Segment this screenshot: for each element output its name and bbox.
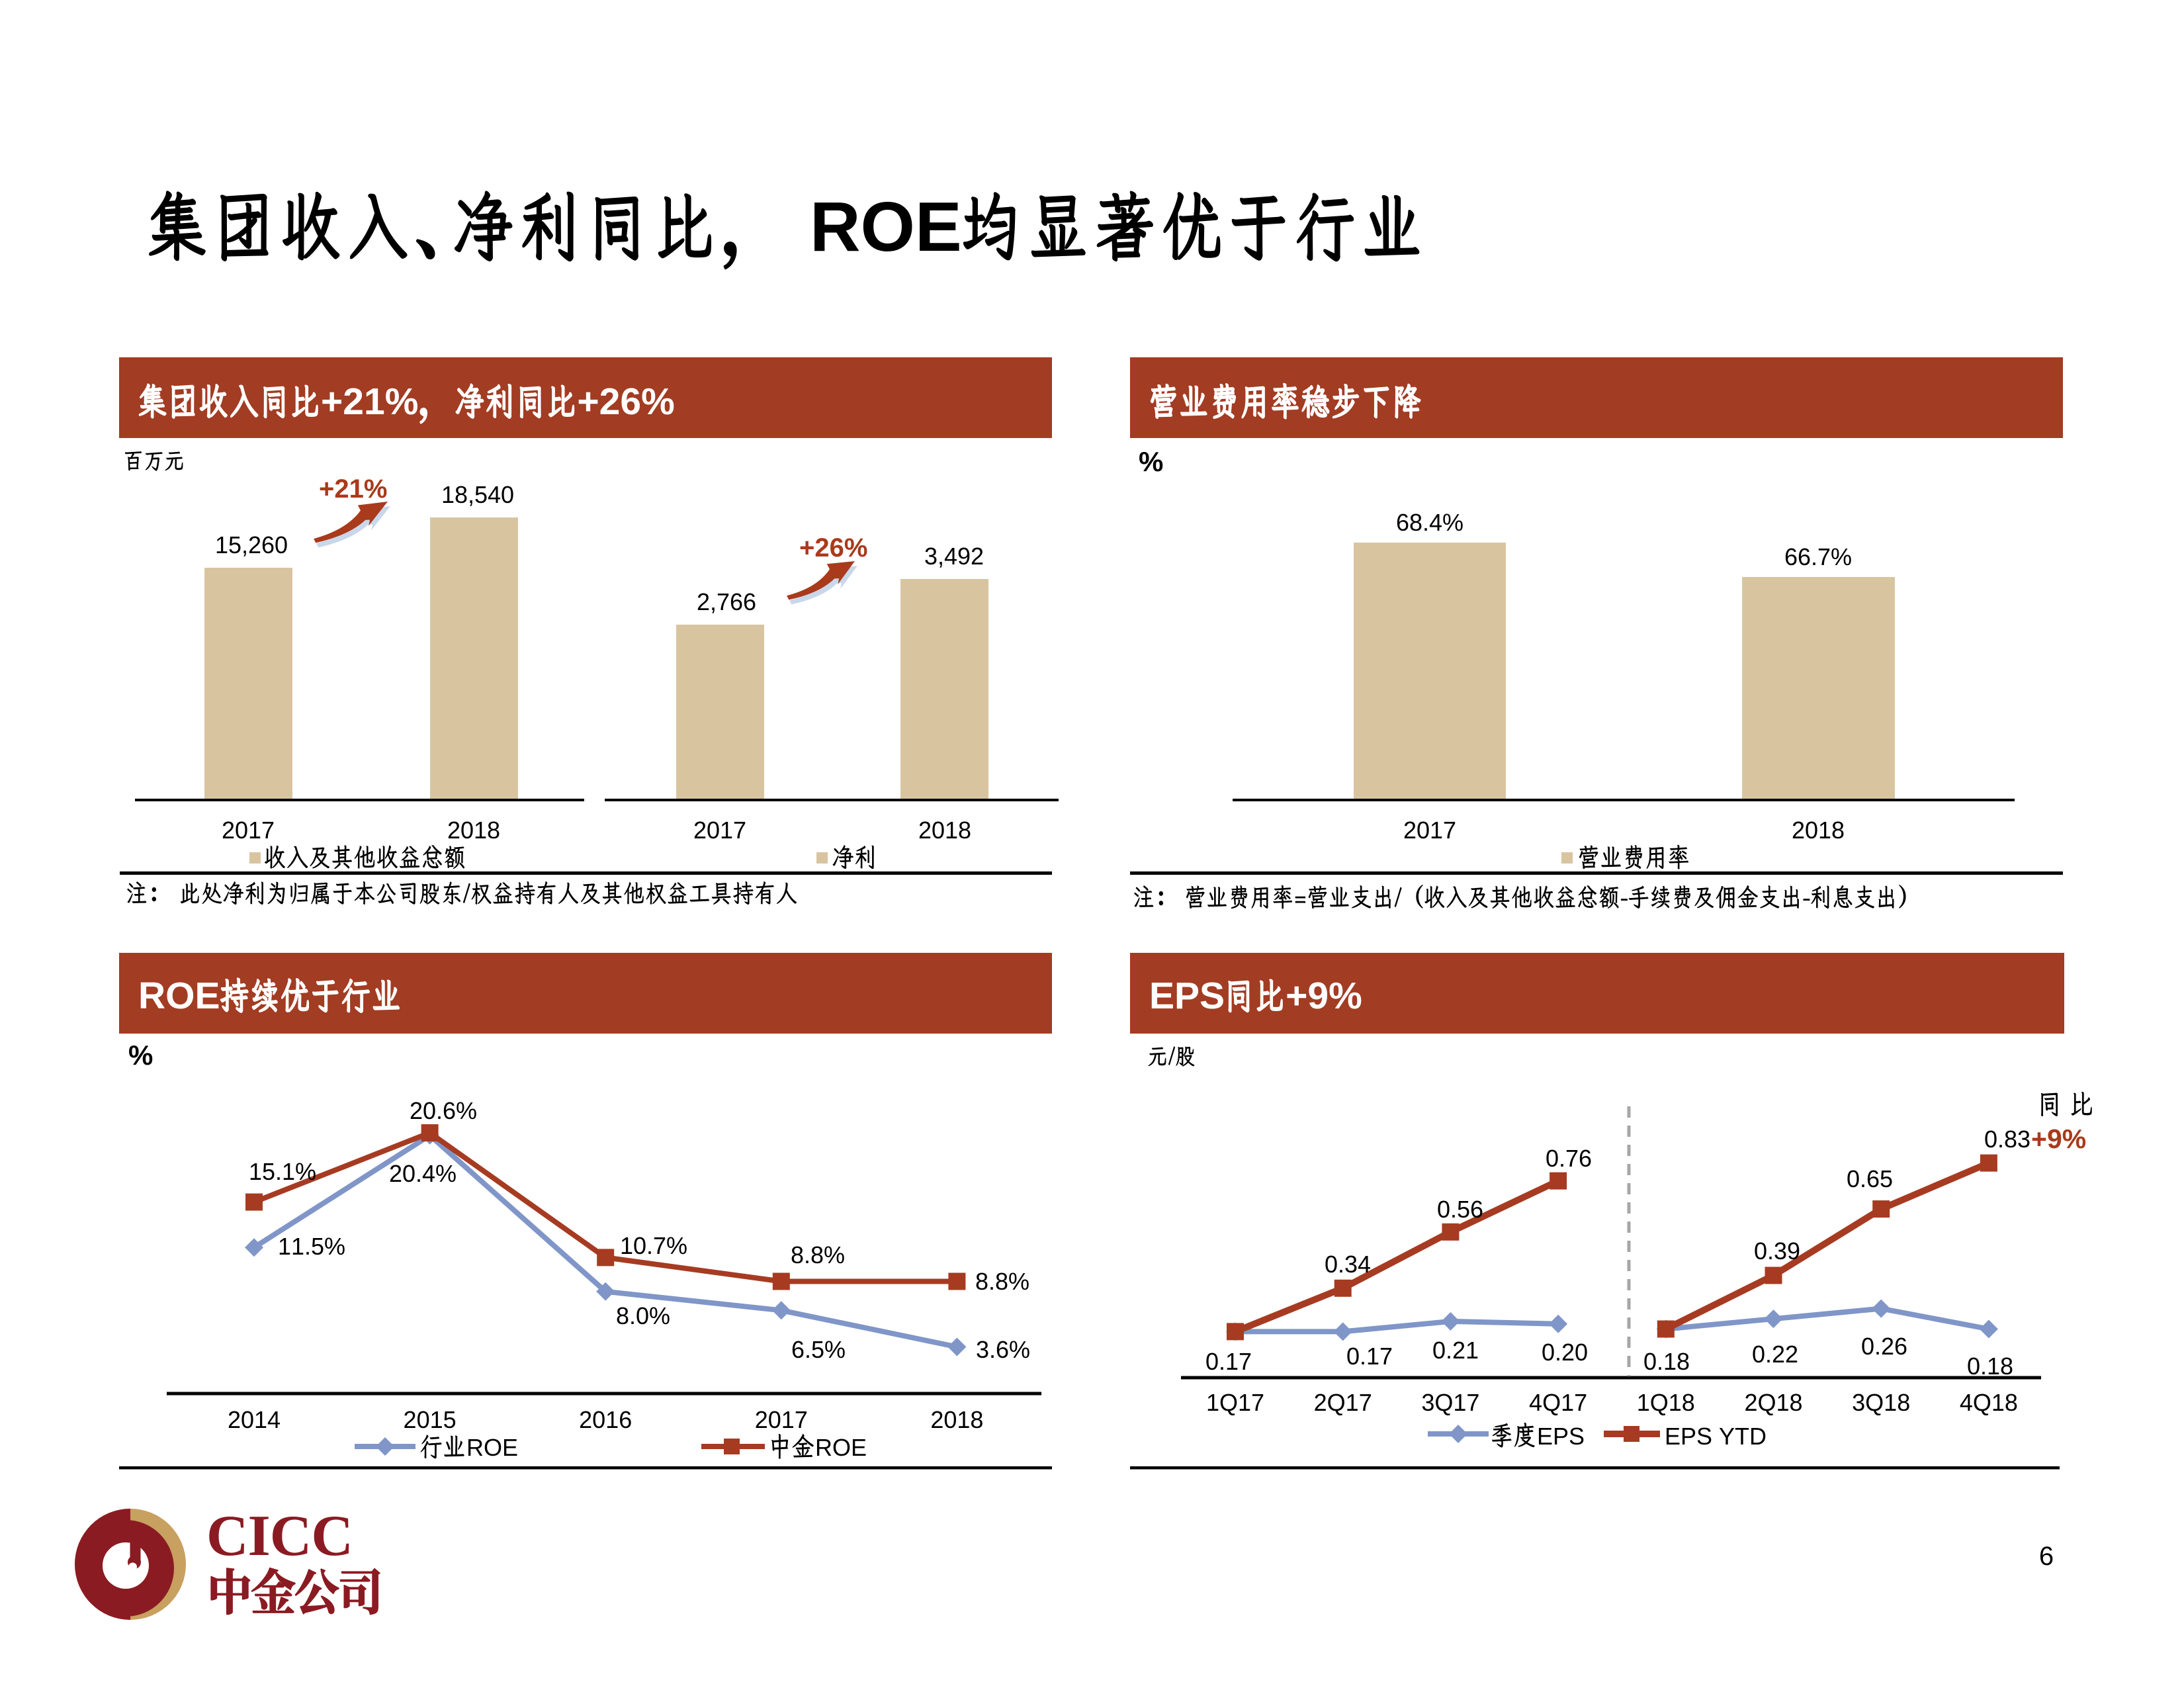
svg-text:6.5%: 6.5%	[791, 1336, 846, 1363]
svg-text:4Q17: 4Q17	[1529, 1389, 1587, 1416]
svg-text:66.7%: 66.7%	[1784, 543, 1852, 570]
svg-text:10.7%: 10.7%	[620, 1232, 687, 1259]
svg-text:+9%: +9%	[1286, 975, 1362, 1017]
svg-text:2Q17: 2Q17	[1314, 1389, 1372, 1416]
svg-text:2017: 2017	[222, 817, 275, 844]
svg-text:ROE: ROE	[138, 975, 220, 1017]
svg-text:0.65: 0.65	[1847, 1165, 1893, 1192]
svg-text:3Q18: 3Q18	[1852, 1389, 1910, 1416]
svg-text:2018: 2018	[447, 817, 500, 844]
svg-text:0.22: 0.22	[1752, 1341, 1798, 1368]
svg-text:0.18: 0.18	[1967, 1353, 2013, 1380]
svg-text:0.39: 0.39	[1754, 1237, 1800, 1265]
svg-text:%: %	[1139, 446, 1163, 477]
svg-text:20.6%: 20.6%	[410, 1097, 477, 1124]
svg-text:ROE: ROE	[466, 1434, 518, 1461]
svg-text:+21%: +21%	[321, 380, 418, 423]
svg-text:2017: 2017	[693, 817, 746, 844]
svg-text:2018: 2018	[930, 1406, 983, 1433]
svg-text:3.6%: 3.6%	[976, 1336, 1030, 1363]
svg-text:+9%: +9%	[2031, 1124, 2086, 1154]
svg-text:2018: 2018	[918, 817, 971, 844]
svg-text:%: %	[128, 1040, 153, 1071]
svg-text:3,492: 3,492	[924, 543, 984, 570]
svg-text:68.4%: 68.4%	[1396, 509, 1463, 536]
svg-text:3Q17: 3Q17	[1421, 1389, 1479, 1416]
svg-text:2017: 2017	[755, 1406, 808, 1433]
svg-text:0.83: 0.83	[1984, 1126, 2031, 1153]
svg-text:11.5%: 11.5%	[278, 1233, 345, 1260]
svg-text:+21%: +21%	[319, 474, 387, 504]
svg-text:2Q18: 2Q18	[1744, 1389, 1802, 1416]
svg-text:8.0%: 8.0%	[616, 1302, 670, 1329]
svg-text:0.18: 0.18	[1643, 1348, 1690, 1375]
svg-text:0.56: 0.56	[1437, 1196, 1483, 1223]
svg-text:2014: 2014	[228, 1406, 281, 1433]
svg-text:4Q18: 4Q18	[1960, 1389, 2018, 1416]
svg-text:20.4%: 20.4%	[389, 1160, 457, 1187]
svg-text:15.1%: 15.1%	[249, 1158, 316, 1185]
svg-text:EPS: EPS	[1537, 1423, 1585, 1450]
svg-text:+26%: +26%	[799, 533, 867, 562]
svg-text:15,260: 15,260	[215, 531, 288, 558]
svg-text:0.34: 0.34	[1325, 1251, 1371, 1278]
svg-text:18,540: 18,540	[441, 481, 514, 508]
svg-text:6: 6	[2039, 1542, 2054, 1571]
svg-text:0.21: 0.21	[1432, 1337, 1479, 1364]
svg-text:8.8%: 8.8%	[791, 1241, 845, 1268]
svg-text:0.20: 0.20	[1542, 1339, 1588, 1366]
svg-text:8.8%: 8.8%	[975, 1268, 1029, 1295]
svg-text:2,766: 2,766	[697, 588, 756, 615]
svg-text:0.76: 0.76	[1546, 1145, 1592, 1172]
svg-text:2018: 2018	[1792, 817, 1845, 844]
svg-text:1Q17: 1Q17	[1206, 1389, 1264, 1416]
svg-text:+26%: +26%	[577, 380, 674, 423]
svg-text:0.17: 0.17	[1205, 1348, 1252, 1375]
svg-text:ROE: ROE	[810, 188, 962, 266]
svg-text:1Q18: 1Q18	[1637, 1389, 1695, 1416]
svg-text:0.26: 0.26	[1861, 1333, 1907, 1360]
svg-text:EPS YTD: EPS YTD	[1665, 1423, 1767, 1450]
svg-text:CICC: CICC	[206, 1504, 353, 1568]
svg-text:2015: 2015	[404, 1406, 457, 1433]
svg-text:ROE: ROE	[815, 1434, 867, 1461]
svg-text:EPS: EPS	[1149, 975, 1225, 1017]
svg-text:2017: 2017	[1403, 817, 1456, 844]
svg-text:0.17: 0.17	[1346, 1343, 1393, 1370]
svg-text:2016: 2016	[579, 1406, 632, 1433]
